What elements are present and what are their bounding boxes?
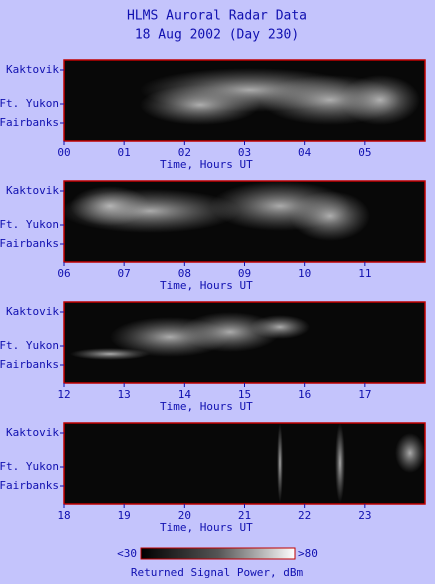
x-tick-label: 17 [358,388,371,401]
x-tick-label: 20 [178,509,191,522]
x-tick-label: 22 [298,509,311,522]
echo-glow [140,85,260,125]
colorbar-min: <30 [117,547,137,560]
echo-glow [290,191,370,241]
y-label: Fairbanks [0,237,59,250]
x-tick-label: 02 [178,146,191,159]
x-axis-label: Time, Hours UT [160,400,253,413]
x-axis-label: Time, Hours UT [160,279,253,292]
y-label: Ft. Yukon [0,339,59,352]
x-tick-label: 16 [298,388,311,401]
x-tick-label: 06 [57,267,70,280]
echo-glow [340,75,420,125]
y-label: Fairbanks [0,116,59,129]
x-tick-label: 23 [358,509,371,522]
y-label: Ft. Yukon [0,97,59,110]
y-label: Kaktovik [6,426,59,439]
y-label: Ft. Yukon [0,460,59,473]
colorbar-label: Returned Signal Power, dBm [131,566,304,579]
x-tick-label: 01 [118,146,131,159]
y-label: Kaktovik [6,305,59,318]
x-tick-label: 11 [358,267,371,280]
y-label: Ft. Yukon [0,218,59,231]
echo-glow [395,433,425,473]
y-label: Kaktovik [6,184,59,197]
y-label: Kaktovik [6,63,59,76]
x-tick-label: 21 [238,509,251,522]
x-tick-label: 05 [358,146,371,159]
x-tick-label: 07 [118,267,131,280]
x-tick-label: 14 [178,388,192,401]
x-tick-label: 15 [238,388,251,401]
x-tick-label: 04 [298,146,312,159]
echo-glow [70,186,150,226]
colorbar [140,547,296,560]
x-tick-label: 19 [118,509,131,522]
echo-glow [335,423,345,503]
echo-glow [70,348,150,360]
x-axis-label: Time, Hours UT [160,158,253,171]
subtitle: 18 Aug 2002 (Day 230) [135,28,299,43]
echo-glow [277,423,283,503]
x-tick-label: 18 [57,509,70,522]
heatmap-area [64,423,425,504]
x-tick-label: 10 [298,267,311,280]
x-tick-label: 00 [57,146,70,159]
x-tick-label: 13 [118,388,131,401]
x-tick-label: 08 [178,267,191,280]
colorbar-max: >80 [298,547,318,560]
x-tick-label: 09 [238,267,251,280]
y-label: Fairbanks [0,479,59,492]
x-tick-label: 03 [238,146,251,159]
x-axis-label: Time, Hours UT [160,521,253,534]
y-label: Fairbanks [0,358,59,371]
echo-glow [250,315,310,339]
x-tick-label: 12 [57,388,70,401]
title: HLMS Auroral Radar Data [127,9,307,24]
